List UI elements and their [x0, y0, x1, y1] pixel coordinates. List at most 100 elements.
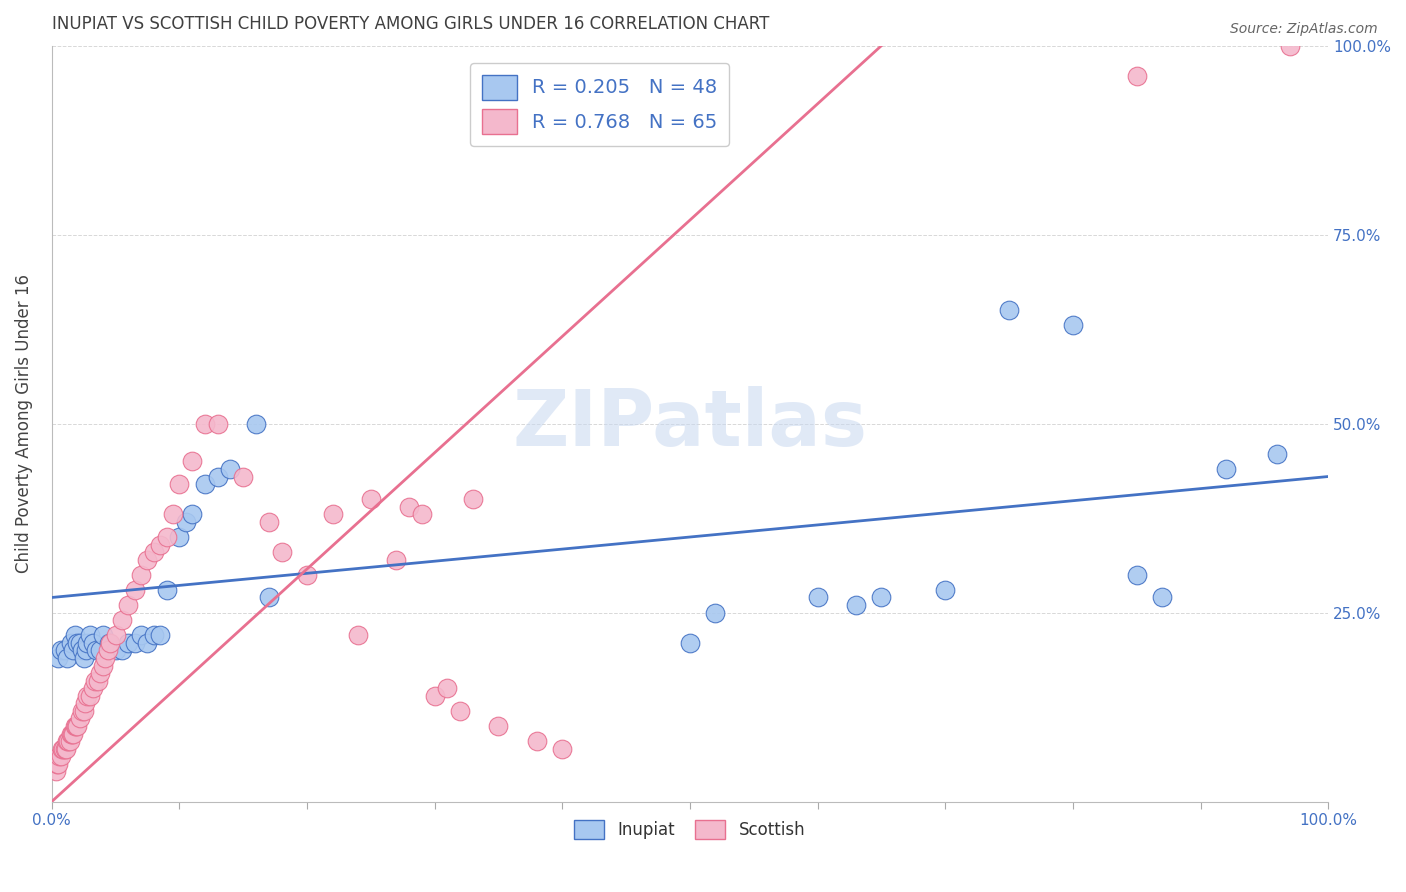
Point	[46, 756, 69, 771]
Point	[49, 643, 72, 657]
Point	[76, 636, 98, 650]
Point	[56, 734, 79, 748]
Point	[136, 636, 159, 650]
Point	[411, 508, 433, 522]
Point	[91, 628, 114, 642]
Point	[270, 545, 292, 559]
Point	[62, 643, 84, 657]
Point	[1265, 447, 1288, 461]
Point	[181, 454, 204, 468]
Point	[117, 636, 139, 650]
Point	[111, 613, 134, 627]
Point	[1152, 591, 1174, 605]
Point	[59, 726, 82, 740]
Point	[219, 462, 242, 476]
Point	[704, 606, 727, 620]
Point	[142, 545, 165, 559]
Point	[73, 696, 96, 710]
Point	[449, 704, 471, 718]
Point	[322, 508, 344, 522]
Point	[257, 591, 280, 605]
Point	[104, 643, 127, 657]
Point	[86, 643, 108, 657]
Y-axis label: Child Poverty Among Girls Under 16: Child Poverty Among Girls Under 16	[15, 274, 32, 574]
Point	[56, 651, 79, 665]
Point	[97, 643, 120, 657]
Point	[52, 741, 75, 756]
Point	[89, 643, 111, 657]
Point	[79, 689, 101, 703]
Point	[169, 477, 191, 491]
Point	[488, 719, 510, 733]
Point	[149, 628, 172, 642]
Point	[53, 643, 76, 657]
Point	[89, 666, 111, 681]
Point	[82, 681, 104, 696]
Point	[66, 636, 89, 650]
Point	[46, 651, 69, 665]
Point	[1125, 567, 1147, 582]
Point	[124, 582, 146, 597]
Point	[53, 741, 76, 756]
Text: Source: ZipAtlas.com: Source: ZipAtlas.com	[1230, 22, 1378, 37]
Point	[207, 417, 229, 431]
Point	[91, 658, 114, 673]
Point	[360, 492, 382, 507]
Point	[117, 598, 139, 612]
Point	[84, 673, 107, 688]
Point	[156, 530, 179, 544]
Point	[55, 741, 77, 756]
Point	[86, 673, 108, 688]
Point	[436, 681, 458, 696]
Point	[49, 749, 72, 764]
Point	[129, 628, 152, 642]
Point	[45, 756, 67, 771]
Point	[63, 719, 86, 733]
Point	[124, 636, 146, 650]
Point	[1062, 318, 1084, 333]
Point	[1278, 38, 1301, 53]
Point	[295, 567, 318, 582]
Point	[149, 537, 172, 551]
Point	[845, 598, 868, 612]
Point	[65, 719, 87, 733]
Point	[398, 500, 420, 514]
Point	[347, 628, 370, 642]
Point	[59, 636, 82, 650]
Point	[69, 711, 91, 725]
Point	[162, 508, 184, 522]
Point	[79, 628, 101, 642]
Point	[806, 591, 828, 605]
Point	[870, 591, 893, 605]
Point	[551, 741, 574, 756]
Point	[526, 734, 548, 748]
Point	[72, 704, 94, 718]
Point	[257, 515, 280, 529]
Point	[72, 643, 94, 657]
Point	[59, 734, 82, 748]
Point	[142, 628, 165, 642]
Point	[94, 651, 117, 665]
Point	[129, 567, 152, 582]
Point	[60, 726, 83, 740]
Point	[998, 303, 1021, 318]
Point	[1215, 462, 1237, 476]
Point	[100, 636, 122, 650]
Point	[207, 469, 229, 483]
Text: INUPIAT VS SCOTTISH CHILD POVERTY AMONG GIRLS UNDER 16 CORRELATION CHART: INUPIAT VS SCOTTISH CHILD POVERTY AMONG …	[52, 15, 769, 33]
Text: ZIPatlas: ZIPatlas	[512, 385, 868, 462]
Point	[232, 469, 254, 483]
Point	[174, 515, 197, 529]
Point	[76, 689, 98, 703]
Point	[156, 582, 179, 597]
Point	[51, 741, 73, 756]
Point	[69, 636, 91, 650]
Point	[63, 628, 86, 642]
Point	[82, 636, 104, 650]
Point	[136, 552, 159, 566]
Point	[194, 477, 217, 491]
Point	[679, 636, 702, 650]
Point	[45, 764, 67, 779]
Point	[66, 719, 89, 733]
Point	[111, 643, 134, 657]
